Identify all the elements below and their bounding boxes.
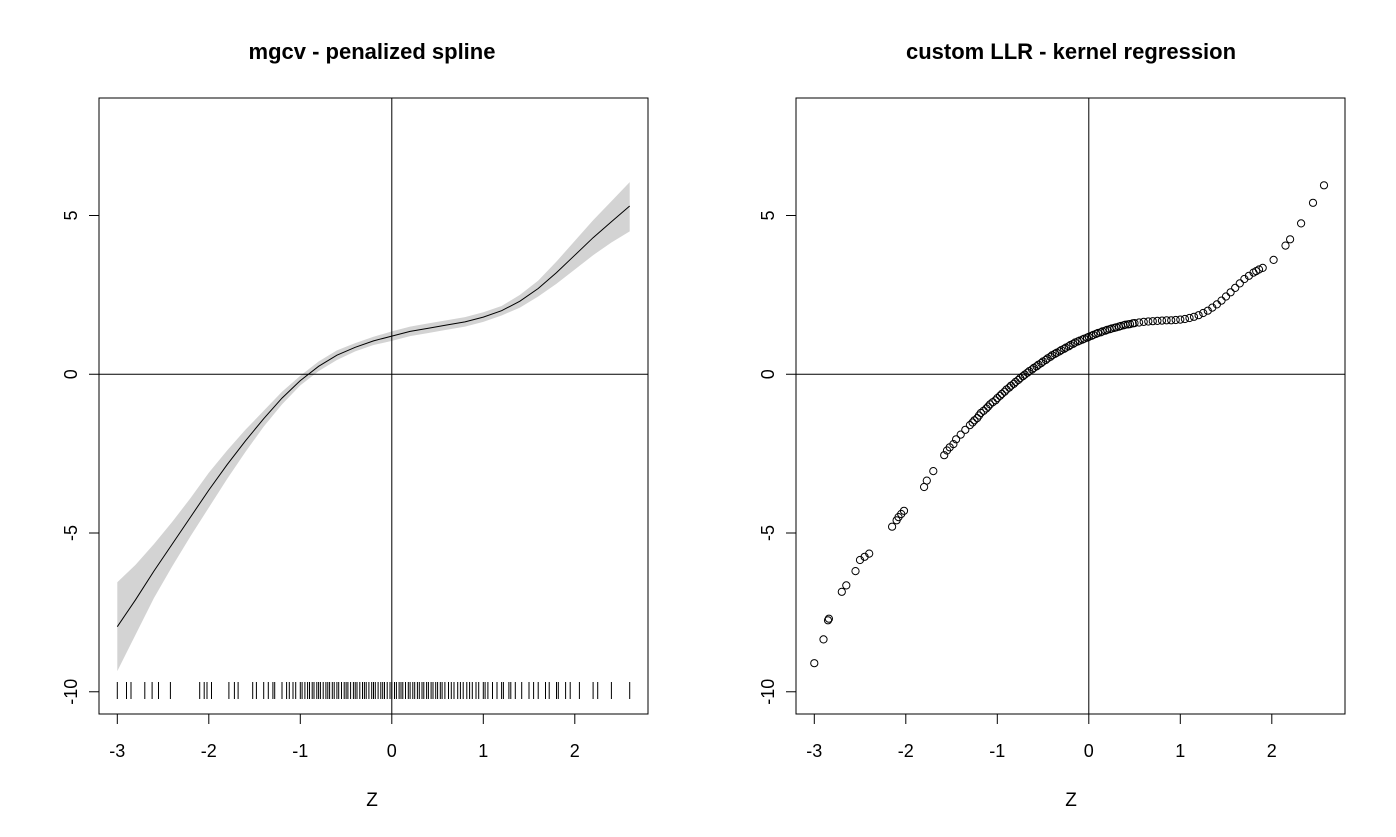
chart-title-mgcv: mgcv - penalized spline bbox=[249, 39, 496, 64]
data-point bbox=[1308, 198, 1318, 207]
data-point bbox=[1046, 352, 1055, 361]
data-point bbox=[1217, 296, 1226, 305]
data-point bbox=[1162, 316, 1171, 325]
data-point bbox=[842, 581, 851, 590]
data-point bbox=[1000, 387, 1009, 396]
panel-llr: custom LLR - kernel regression Z -3 -2 -1 0… bbox=[758, 39, 1346, 811]
data-point bbox=[1185, 313, 1194, 323]
y-tick-label: -10 bbox=[61, 679, 81, 705]
data-point bbox=[810, 659, 819, 668]
data-point bbox=[1157, 316, 1167, 325]
data-point bbox=[970, 416, 979, 425]
data-point bbox=[1319, 181, 1329, 190]
panel-mgcv: mgcv - penalized spline Z -3 -2 -1 0 1 2-10-5… bbox=[61, 39, 649, 811]
data-point bbox=[819, 635, 828, 644]
x-tick-label: 0 bbox=[387, 741, 397, 761]
confidence-band bbox=[117, 182, 630, 672]
data-point bbox=[985, 400, 995, 409]
x-tick-label: -2 bbox=[898, 741, 914, 761]
data-point bbox=[961, 425, 970, 434]
data-point bbox=[968, 418, 977, 427]
data-point bbox=[952, 435, 961, 444]
data-point bbox=[940, 451, 949, 460]
data-point bbox=[984, 402, 993, 411]
x-tick-label: -1 bbox=[292, 741, 308, 761]
data-point bbox=[1069, 339, 1078, 348]
x-tick-label: -3 bbox=[109, 741, 125, 761]
data-point bbox=[1258, 263, 1267, 272]
x-tick-label: -2 bbox=[201, 741, 217, 761]
data-point bbox=[1060, 344, 1069, 353]
data-point bbox=[1254, 265, 1264, 274]
y-tick-label: 0 bbox=[61, 369, 81, 379]
x-axis-label-mgcv: Z bbox=[366, 790, 378, 811]
data-point bbox=[1281, 241, 1290, 250]
x-tick-label: 1 bbox=[1175, 741, 1185, 761]
data-point bbox=[956, 430, 965, 439]
data-point bbox=[929, 467, 938, 476]
data-point bbox=[965, 421, 975, 430]
data-point bbox=[995, 391, 1005, 400]
data-point bbox=[1221, 292, 1231, 301]
data-point bbox=[1135, 318, 1144, 327]
data-point bbox=[1269, 255, 1278, 264]
fit-line bbox=[116, 205, 631, 627]
data-point bbox=[851, 567, 860, 576]
y-tick-label: -5 bbox=[61, 525, 81, 541]
data-point bbox=[1176, 315, 1185, 324]
data-point bbox=[1130, 319, 1139, 328]
data-point bbox=[1235, 279, 1244, 288]
plot-area-mgcv: -3 -2 -1 0 1 2-10-505 bbox=[61, 97, 649, 761]
data-point bbox=[1055, 347, 1064, 356]
x-tick-label: 1 bbox=[478, 741, 488, 761]
plot-frame bbox=[98, 97, 649, 715]
y-tick-label: 5 bbox=[758, 210, 778, 220]
data-point bbox=[976, 408, 985, 418]
data-point bbox=[1144, 317, 1153, 326]
data-point bbox=[837, 587, 846, 596]
data-point bbox=[824, 614, 834, 623]
data-point bbox=[979, 406, 988, 415]
x-tick-label: 2 bbox=[1267, 741, 1277, 761]
data-point bbox=[922, 476, 931, 485]
y-tick-label: -5 bbox=[758, 525, 778, 541]
chart-title-llr: custom LLR - kernel regression bbox=[906, 39, 1236, 64]
y-tick-label: 0 bbox=[758, 369, 778, 379]
data-point bbox=[1167, 316, 1176, 325]
plot-area-llr: -3 -2 -1 0 1 2-10-505 bbox=[758, 97, 1346, 761]
data-point bbox=[1139, 317, 1148, 326]
data-point bbox=[865, 549, 874, 558]
data-point bbox=[1286, 235, 1295, 244]
data-point bbox=[1148, 317, 1157, 326]
x-tick-label: -1 bbox=[989, 741, 1005, 761]
data-point bbox=[888, 522, 897, 531]
data-point bbox=[1194, 311, 1203, 320]
data-point bbox=[1064, 342, 1073, 351]
data-point bbox=[899, 506, 909, 515]
data-point bbox=[1231, 283, 1240, 292]
data-point bbox=[1189, 312, 1199, 321]
y-tick-label: -10 bbox=[758, 679, 778, 705]
data-point bbox=[949, 440, 958, 449]
plot-frame bbox=[795, 97, 1346, 715]
data-point bbox=[1180, 314, 1190, 324]
x-axis-label-llr: Z bbox=[1065, 790, 1077, 811]
data-point bbox=[1297, 219, 1306, 228]
data-point bbox=[991, 396, 1000, 405]
x-tick-label: 2 bbox=[570, 741, 580, 761]
data-point bbox=[823, 616, 833, 625]
x-tick-label: -3 bbox=[806, 741, 822, 761]
data-point bbox=[1153, 316, 1162, 325]
data-point bbox=[1171, 315, 1180, 325]
data-point bbox=[1050, 349, 1060, 358]
data-point bbox=[1226, 288, 1235, 297]
x-tick-label: 0 bbox=[1084, 741, 1094, 761]
y-tick-label: 5 bbox=[61, 210, 81, 220]
data-point bbox=[974, 411, 984, 420]
data-point bbox=[997, 389, 1007, 398]
data-point bbox=[993, 394, 1002, 403]
data-point bbox=[1199, 308, 1208, 318]
